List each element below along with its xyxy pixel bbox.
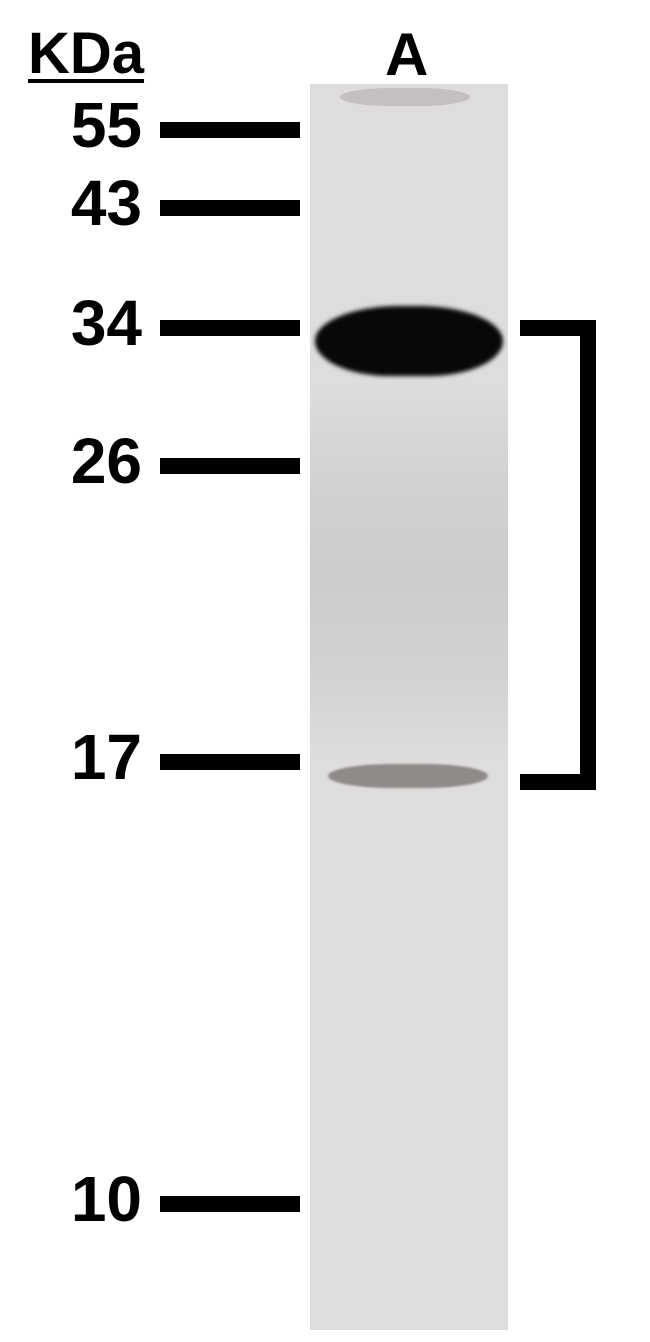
top-smudge (340, 88, 470, 106)
tick-17 (160, 754, 300, 770)
kda-header: KDa (28, 20, 144, 87)
tick-55 (160, 122, 300, 138)
blot-figure: KDa A 55 43 34 26 17 10 (0, 0, 650, 1342)
mw-label-34: 34 (0, 286, 142, 360)
tick-10 (160, 1196, 300, 1212)
tick-34 (160, 320, 300, 336)
mw-label-10: 10 (0, 1162, 142, 1236)
mw-label-17: 17 (0, 720, 142, 794)
lane-a-label: A (385, 20, 428, 89)
mw-label-55: 55 (0, 88, 142, 162)
lane-a (310, 84, 508, 1330)
tick-26 (160, 458, 300, 474)
bracket-vertical (580, 320, 596, 790)
tick-43 (160, 200, 300, 216)
band-main-32kda (315, 306, 503, 376)
lane-smear (310, 384, 508, 764)
band-faint-16kda (328, 764, 488, 788)
mw-label-26: 26 (0, 424, 142, 498)
mw-label-43: 43 (0, 166, 142, 240)
